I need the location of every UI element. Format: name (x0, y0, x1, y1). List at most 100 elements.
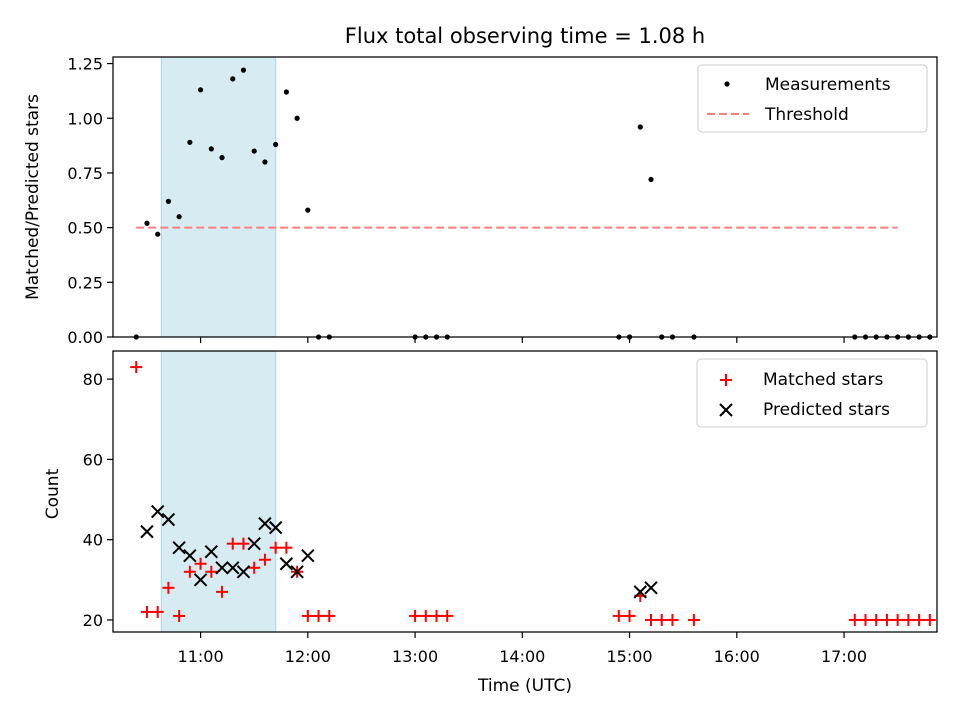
x-tick-label: 13:00 (392, 647, 438, 666)
matched-star-marker (151, 605, 164, 618)
matched-star-marker (923, 613, 936, 626)
predicted-star-marker (150, 504, 165, 519)
matched-star-marker (226, 537, 239, 550)
predicted-star-marker (279, 557, 294, 571)
measurement-point (165, 198, 172, 204)
predicted-star-marker (183, 549, 197, 563)
measurement-point (208, 146, 214, 152)
x-tick-label: 12:00 (285, 647, 331, 666)
predicted-star-marker (193, 573, 208, 587)
y-tick-label: 20 (83, 611, 103, 630)
y-tick-label: 1.00 (67, 109, 103, 128)
matched-star-marker (645, 613, 658, 626)
y-tick-label: 60 (83, 450, 103, 469)
legend-measurements-marker (724, 81, 730, 87)
y-tick-label: 0.25 (67, 273, 103, 292)
matched-star-marker (280, 541, 293, 554)
bottom-panel: 20 40 60 80 11:00 12:00 13:00 14:00 15:00 16:00 1… (43, 350, 938, 696)
measurement-point (240, 67, 247, 73)
matched-star-marker (269, 541, 282, 554)
legend-matched-marker (720, 374, 732, 386)
y-tick-label: 80 (83, 370, 103, 389)
measurement-point (219, 155, 225, 161)
predicted-star-marker (633, 585, 647, 599)
matched-star-marker (194, 557, 207, 570)
matched-star-marker (173, 609, 186, 622)
matched-star-marker (870, 613, 883, 626)
matched-star-marker (902, 613, 915, 626)
matched-star-marker (655, 613, 668, 626)
legend-predicted-marker (719, 403, 733, 417)
measurement-point (294, 115, 300, 121)
top-plot-frame (112, 56, 938, 338)
y-tick-label: 0.75 (67, 164, 103, 183)
x-axis-label: Time (UTC) (477, 676, 572, 696)
measurement-point (262, 159, 268, 165)
matched-star-marker (140, 605, 153, 618)
predicted-star-marker (226, 561, 240, 575)
shaded-interval (160, 350, 277, 633)
matched-star-marker (301, 609, 314, 622)
measurement-point (176, 214, 182, 220)
predicted-star-marker (301, 549, 315, 563)
matched-star-marker (409, 609, 422, 622)
measurement-point (187, 139, 193, 145)
predicted-star-marker (290, 565, 304, 579)
legend-matched-label: Matched stars (763, 370, 883, 390)
y-tick-label: 1.25 (67, 55, 103, 74)
matched-star-marker (880, 613, 893, 626)
matched-star-marker (430, 609, 443, 622)
measurement-point (273, 141, 279, 148)
measurement-point (305, 207, 311, 213)
predicted-star-marker (172, 540, 186, 555)
matched-star-marker (441, 609, 454, 622)
matched-star-marker (687, 613, 700, 626)
legend-threshold-label: Threshold (764, 105, 849, 125)
measurement-point (155, 231, 161, 237)
predicted-star-marker (140, 524, 154, 539)
matched-star-marker (162, 581, 175, 594)
top-legend-box (697, 64, 928, 133)
predicted-star-marker (644, 581, 658, 595)
predicted-star-marker (215, 561, 229, 575)
measurement-point (230, 76, 236, 82)
matched-star-marker (848, 613, 861, 626)
measurement-point (283, 89, 289, 95)
matched-star-marker (913, 613, 926, 626)
matched-star-marker (183, 565, 196, 578)
legend-predicted-label: Predicted stars (763, 400, 890, 420)
predicted-star-marker (204, 545, 219, 559)
y-tick-label: 0.50 (67, 219, 103, 238)
matched-star-marker (666, 613, 679, 626)
bottom-legend-box (696, 358, 928, 428)
measurement-point (251, 148, 257, 154)
bottom-legend: Matched stars Predicted stars (696, 358, 928, 428)
y-tick-label: 40 (83, 531, 103, 550)
measurement-point (197, 87, 204, 93)
x-tick-label: 17:00 (821, 647, 867, 666)
y-tick-label: 0.00 (67, 328, 103, 347)
legend-measurements-label: Measurements (765, 75, 891, 95)
top-legend: Measurements Threshold (697, 64, 928, 133)
top-panel: 0.00 0.25 0.50 0.75 1.00 1.25 Matched/Predict… (23, 55, 938, 347)
matched-star-marker (312, 609, 325, 622)
matched-star-marker (323, 609, 336, 622)
x-tick-label: 16:00 (714, 647, 760, 666)
measurement-point (144, 220, 150, 226)
predicted-star-marker (161, 512, 176, 527)
predicted-star-marker (268, 520, 283, 535)
predicted-star-marker (236, 565, 251, 579)
measurement-point (648, 176, 654, 183)
x-tick-label: 11:00 (178, 647, 224, 666)
matched-star-marker (248, 561, 261, 574)
bottom-plot-frame (112, 350, 938, 633)
matched-star-marker (216, 585, 229, 598)
matched-star-marker (419, 609, 432, 622)
x-tick-label: 14:00 (499, 647, 545, 666)
measurement-point (637, 124, 643, 130)
predicted-star-marker (247, 536, 261, 551)
matched-star-marker (891, 613, 904, 626)
x-tick-label: 15:00 (607, 647, 653, 666)
matched-star-marker (623, 609, 636, 622)
